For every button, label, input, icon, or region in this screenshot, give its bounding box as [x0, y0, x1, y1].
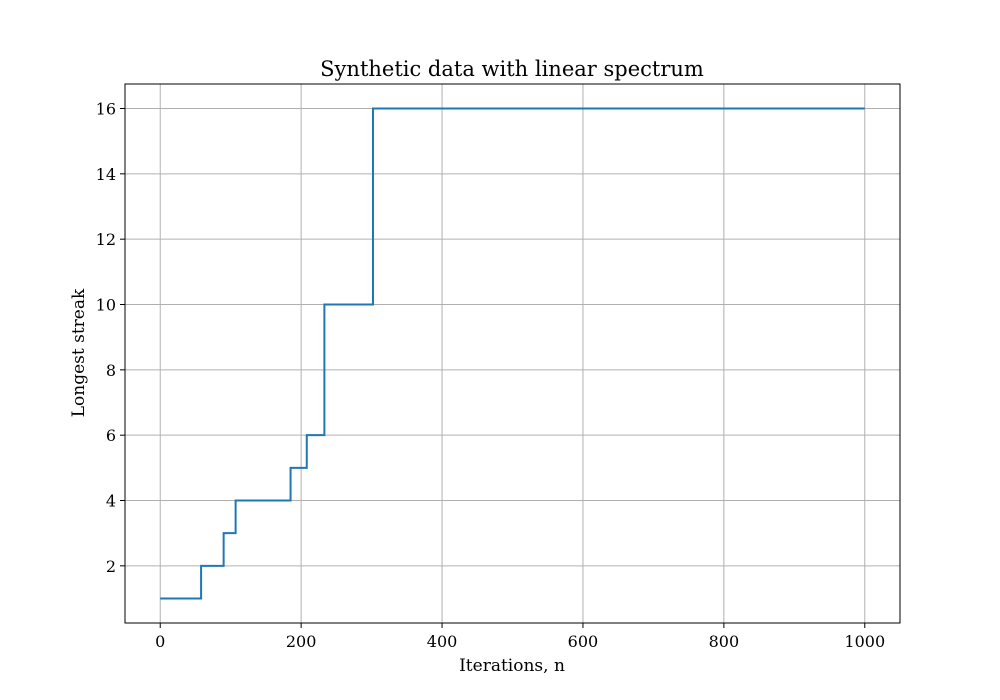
- x-axis-ticks: 0 200 400 600 800 1000: [155, 623, 885, 651]
- x-axis-label: Iterations, n: [459, 656, 565, 676]
- y-tick-label: 12: [96, 230, 116, 249]
- x-tick-label: 600: [568, 632, 599, 651]
- chart-title: Synthetic data with linear spectrum: [320, 57, 704, 81]
- x-tick-label: 1000: [844, 632, 885, 651]
- series-line: [160, 107, 865, 600]
- y-axis-label: Longest streak: [69, 288, 89, 417]
- series-group: [160, 107, 865, 600]
- y-tick-label: 2: [106, 557, 116, 576]
- y-axis-ticks: 2 4 6 8 10 12 14 16: [96, 100, 125, 576]
- y-tick-label: 6: [106, 426, 116, 445]
- y-tick-label: 14: [96, 165, 116, 184]
- x-tick-label: 400: [427, 632, 458, 651]
- x-tick-label: 0: [155, 632, 165, 651]
- y-tick-label: 8: [106, 361, 116, 380]
- x-tick-label: 200: [286, 632, 317, 651]
- y-tick-label: 16: [96, 100, 116, 119]
- y-tick-label: 10: [96, 296, 116, 315]
- y-tick-label: 4: [106, 492, 116, 511]
- x-tick-label: 800: [709, 632, 740, 651]
- plot-frame: [124, 83, 901, 624]
